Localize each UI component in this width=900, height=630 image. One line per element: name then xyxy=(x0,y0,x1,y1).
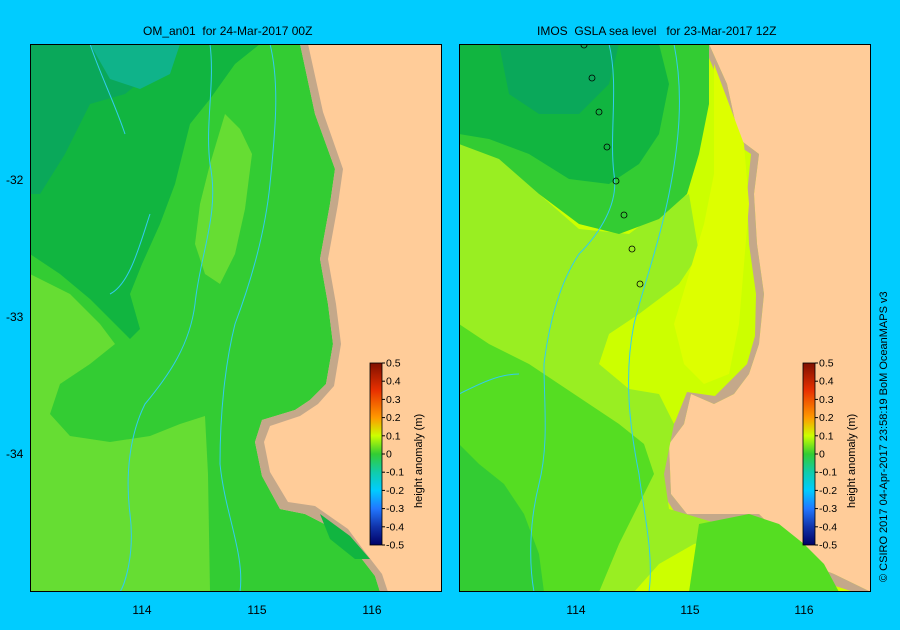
colorbar-tick-label: -0.4 xyxy=(386,521,404,533)
colorbar-tick-label: 0.2 xyxy=(386,412,401,424)
colorbar-tick-label: 0 xyxy=(386,449,392,461)
copyright-text: © CSIRO 2017 04-Apr-2017 23:58:19 BoM Oc… xyxy=(878,291,890,582)
track-points xyxy=(580,44,644,288)
colorbar-tick-label: -0.1 xyxy=(386,467,404,479)
river-lines xyxy=(459,44,680,592)
left-colorbar: 0.5 0.4 0.3 0.2 0.1 0 -0.1 -0.2 -0.3 -0.4 -0.5 xyxy=(369,358,404,551)
colorbar-tick-label: 0 xyxy=(819,449,825,461)
colorbar-tick-label: -0.5 xyxy=(819,540,837,551)
colorbar-tick-label: -0.5 xyxy=(386,540,404,551)
colorbar-tick-label: 0.4 xyxy=(386,376,401,388)
colorbar-tick-label: -0.2 xyxy=(819,485,837,497)
offshore-light-band xyxy=(30,274,210,592)
colorbar-tick-label: -0.4 xyxy=(819,521,837,533)
lon-label-115-right: 115 xyxy=(680,603,700,617)
right-colorbar-label: height anomaly (m) xyxy=(846,413,858,508)
southeast-dark-patch xyxy=(320,514,370,559)
central-light-tongue xyxy=(195,114,252,284)
lat-label-34: -34 xyxy=(6,447,24,461)
colorbar-tick-label: -0.2 xyxy=(386,485,404,497)
left-map xyxy=(30,44,442,592)
northwest-dark-region xyxy=(30,44,260,339)
lon-label-115-left: 115 xyxy=(247,603,267,617)
lat-label-33: -33 xyxy=(6,310,24,324)
northwest-teal-patch xyxy=(90,44,180,89)
green-far-southwest xyxy=(459,444,544,592)
colorbar-tick-label: 0.4 xyxy=(819,376,834,388)
colorbar-tick-label: -0.3 xyxy=(819,503,837,515)
coastal-yellow-band xyxy=(674,64,749,384)
river-lines xyxy=(89,44,277,592)
left-colorbar-label: height anomaly (m) xyxy=(413,413,425,508)
north-darker-core xyxy=(499,44,619,114)
colorbar-tick-label: 0.2 xyxy=(819,412,834,424)
right-colorbar: 0.5 0.4 0.3 0.2 0.1 0 -0.1 -0.2 -0.3 -0.4 -0.5 xyxy=(802,358,837,551)
colorbar-tick-label: 0.1 xyxy=(819,430,834,442)
colorbar-tick-label: -0.1 xyxy=(819,467,837,479)
colorbar-tick-label: -0.3 xyxy=(386,503,404,515)
colorbar-tick-label: 0.1 xyxy=(386,430,401,442)
southeast-green-lobe xyxy=(689,514,839,592)
lon-label-114-left: 114 xyxy=(132,603,152,617)
colorbar-tick-label: 0.3 xyxy=(386,394,401,406)
colorbar-tick-label: 0.3 xyxy=(819,394,834,406)
lon-label-116-left: 116 xyxy=(362,603,382,617)
colorbar-tick-label: 0.5 xyxy=(819,358,834,370)
lon-label-114-right: 114 xyxy=(566,603,586,617)
colorbar-tick-label: 0.5 xyxy=(386,358,401,370)
lon-label-116-right: 116 xyxy=(794,603,814,617)
right-map xyxy=(459,44,871,592)
right-panel-title: IMOS GSLA sea level for 23-Mar-2017 12Z xyxy=(537,24,777,38)
left-panel-title: OM_an01 for 24-Mar-2017 00Z xyxy=(143,24,313,38)
lat-label-32: -32 xyxy=(6,173,24,187)
